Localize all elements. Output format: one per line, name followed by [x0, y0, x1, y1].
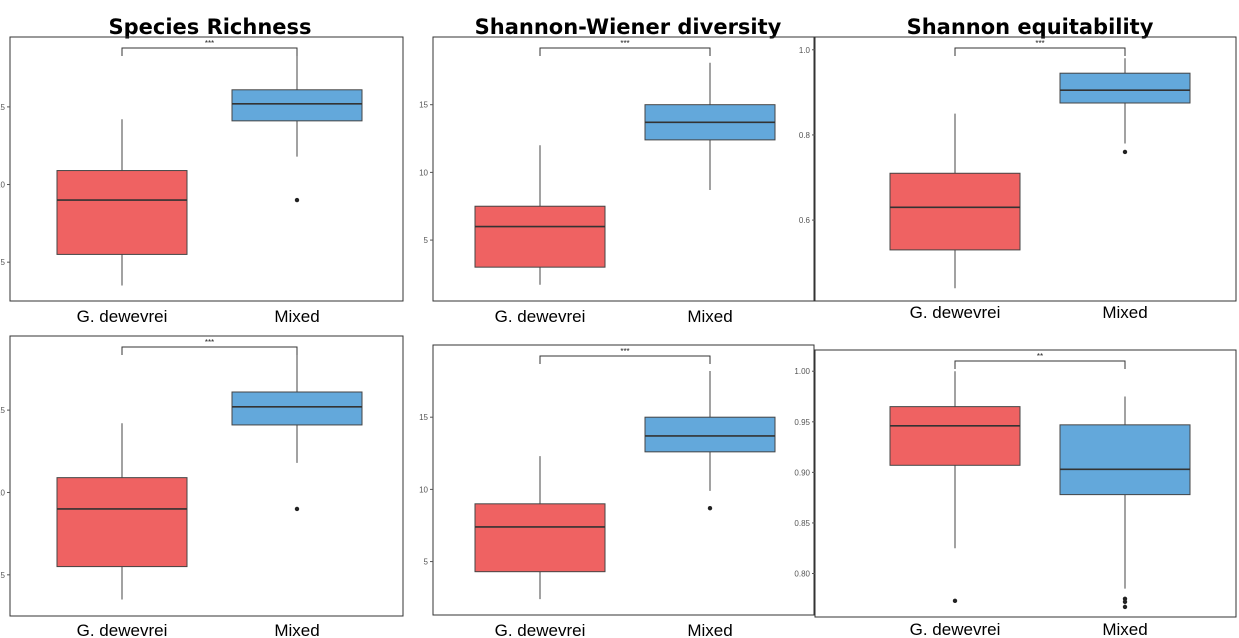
- significance-label: ***: [620, 39, 629, 48]
- y-tick-label: 0.85: [794, 519, 810, 528]
- y-tick-label: 0.8: [799, 131, 811, 140]
- significance-bracket: [121, 346, 298, 355]
- box-mixed: [231, 352, 363, 512]
- significance-label: ***: [1035, 39, 1044, 48]
- chart-panel: 5 10 15 G. dewevrei Mixed ***: [419, 344, 815, 638]
- chart-panel: 5 10 15 G. dewevrei Mixed ***: [419, 36, 815, 326]
- category-label: G. dewevrei: [77, 307, 168, 326]
- category-label: Mixed: [274, 307, 319, 326]
- chart-panel: 0.80 0.85 0.90 0.95 1.00 G. dewevrei Mixed **: [794, 349, 1237, 638]
- iqr-box: [56, 170, 188, 255]
- outlier-point: [1122, 596, 1128, 601]
- outlier-point: [1122, 604, 1128, 610]
- chart-panel: 5 10 15 G. dewevrei Mixed ***: [0, 335, 404, 638]
- significance-bracket: [539, 47, 711, 56]
- outlier-point: [952, 598, 958, 604]
- plot-frame: [432, 344, 815, 616]
- iqr-box: [889, 406, 1021, 466]
- significance-bracket: [954, 360, 1126, 369]
- y-tick-label: 0.6: [799, 216, 811, 225]
- iqr-box: [474, 205, 606, 268]
- box-g-dewevrei: [889, 113, 1021, 289]
- box-g-dewevrei: [889, 371, 1021, 604]
- y-tick-label: 0.90: [794, 468, 810, 477]
- y-tick-label: 5: [424, 558, 429, 567]
- box-mixed: [1059, 396, 1191, 610]
- column-title: Shannon equitability: [907, 15, 1154, 39]
- significance-label: ***: [620, 347, 629, 356]
- category-label: G. dewevrei: [495, 621, 586, 638]
- box-g-dewevrei: [56, 423, 188, 600]
- box-mixed: [1059, 58, 1191, 155]
- column-title: Shannon-Wiener diversity: [475, 15, 782, 39]
- panels: 5 10 15 G. dewevrei Mixed *** 5 10 15 G. dewevrei…: [0, 36, 1237, 638]
- y-tick-label: 10: [0, 488, 6, 497]
- iqr-box: [56, 477, 188, 568]
- category-label: G. dewevrei: [495, 307, 586, 326]
- y-tick-label: 15: [419, 413, 428, 422]
- y-tick-label: 5: [1, 258, 6, 267]
- box-g-dewevrei: [56, 119, 188, 286]
- column-title: Species Richness: [108, 15, 311, 39]
- box-g-dewevrei: [474, 456, 606, 600]
- y-tick-label: 10: [0, 181, 6, 190]
- box-mixed: [231, 52, 363, 203]
- box-mixed: [644, 370, 776, 511]
- significance-bracket: [121, 47, 298, 56]
- category-label: G. dewevrei: [77, 621, 168, 638]
- plot-frame: [9, 335, 404, 617]
- significance-bracket: [539, 355, 711, 364]
- chart-panel: 0.6 0.8 1.0 G. dewevrei Mixed ***: [799, 36, 1237, 322]
- y-tick-label: 15: [0, 406, 6, 415]
- category-label: G. dewevrei: [910, 303, 1001, 322]
- outlier-point: [1122, 149, 1128, 155]
- y-tick-label: 10: [419, 485, 428, 494]
- plot-frame: [9, 36, 404, 302]
- y-tick-label: 1.0: [799, 46, 811, 55]
- y-tick-label: 10: [419, 168, 428, 177]
- category-label: Mixed: [1102, 620, 1147, 638]
- outlier-point: [1122, 599, 1128, 605]
- significance-label: ***: [205, 39, 214, 48]
- outlier-point: [707, 505, 713, 511]
- y-tick-label: 1.00: [794, 367, 810, 376]
- iqr-box: [889, 172, 1021, 251]
- category-label: G. dewevrei: [910, 620, 1001, 638]
- iqr-box: [231, 89, 363, 122]
- iqr-box: [1059, 72, 1191, 104]
- box-mixed: [644, 62, 776, 190]
- chart-panel: 5 10 15 G. dewevrei Mixed ***: [0, 36, 404, 326]
- box-g-dewevrei: [474, 145, 606, 285]
- plot-frame: [432, 36, 815, 302]
- significance-bracket: [954, 47, 1126, 56]
- y-tick-label: 0.80: [794, 570, 810, 579]
- y-tick-label: 5: [1, 571, 6, 580]
- category-label: Mixed: [274, 621, 319, 638]
- iqr-box: [1059, 424, 1191, 496]
- significance-label: ***: [205, 338, 214, 347]
- category-label: Mixed: [1102, 303, 1147, 322]
- y-tick-label: 0.95: [794, 418, 810, 427]
- significance-label: **: [1037, 352, 1043, 361]
- plot-frame: [814, 349, 1237, 618]
- iqr-box: [644, 416, 776, 453]
- y-tick-label: 5: [424, 236, 429, 245]
- category-label: Mixed: [687, 307, 732, 326]
- category-label: Mixed: [687, 621, 732, 638]
- outlier-point: [294, 197, 300, 203]
- plot-frame: [814, 36, 1237, 302]
- y-tick-label: 15: [419, 101, 428, 110]
- outlier-point: [294, 506, 300, 512]
- y-tick-label: 15: [0, 103, 6, 112]
- iqr-box: [474, 503, 606, 573]
- iqr-box: [231, 391, 363, 426]
